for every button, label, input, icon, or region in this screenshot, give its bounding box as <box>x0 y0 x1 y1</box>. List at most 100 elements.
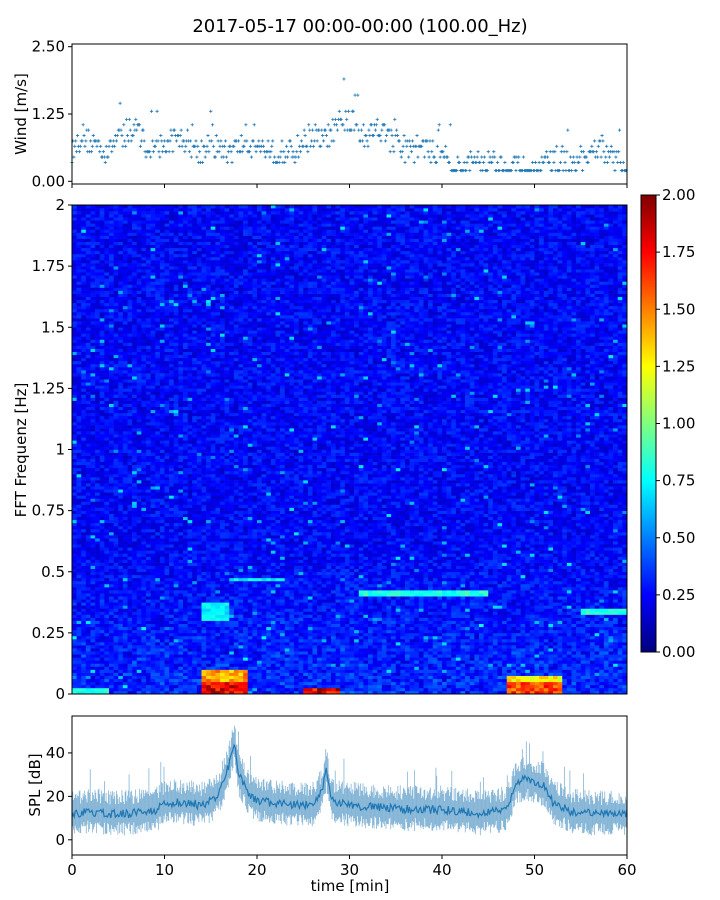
spectrogram-cell <box>136 583 142 588</box>
spectrogram-cell <box>81 516 87 521</box>
spectrogram-cell <box>178 421 184 426</box>
spectrogram-cell <box>81 486 87 490</box>
spectrogram-cell <box>122 232 128 236</box>
spectrogram-cell <box>173 632 179 637</box>
spectrogram-cell <box>95 519 101 524</box>
spectrogram-cell <box>146 318 151 322</box>
spectrogram-cell <box>141 654 147 658</box>
spectrogram-cell <box>109 608 114 612</box>
spectrogram-cell <box>72 642 77 646</box>
spectrogram-cell <box>76 205 82 209</box>
spectrogram-cell <box>90 602 96 606</box>
spectrogram-cell <box>159 495 165 499</box>
spectrogram-cell <box>81 260 87 264</box>
spectrogram-cell <box>72 666 77 670</box>
spectrogram-cell <box>192 648 198 652</box>
spectrogram-cell <box>169 256 175 261</box>
spectrogram-cell <box>118 467 124 472</box>
spectrogram-cell <box>113 532 119 536</box>
spectrogram-cell <box>127 467 133 472</box>
spectrogram-cell <box>136 599 142 603</box>
wind-point <box>370 123 374 127</box>
spectrogram-cell <box>159 247 165 252</box>
spectrogram-cell <box>122 663 128 667</box>
spectrogram-cell <box>164 318 170 322</box>
spectrogram-cell <box>183 208 188 212</box>
spectrogram-cell <box>104 406 110 411</box>
spectrogram-cell <box>169 623 175 628</box>
spectrogram-cell <box>95 333 101 337</box>
spectrogram-cell <box>146 324 151 328</box>
spectrogram-cell <box>146 629 151 634</box>
spectrogram-cell <box>95 241 101 246</box>
spectrogram-cell <box>150 553 156 557</box>
spectrogram-cell <box>81 296 87 301</box>
spectrogram-cell <box>99 339 105 343</box>
spectrogram-cell <box>192 574 198 579</box>
spectrogram-cell <box>81 489 87 493</box>
spectrogram-cell <box>113 587 119 591</box>
spectrogram-cell <box>127 562 133 566</box>
spectrogram-cell <box>183 477 188 481</box>
spectrogram-cell <box>90 421 96 426</box>
spectrogram-cell <box>122 675 128 680</box>
spectrogram-cell <box>132 501 138 505</box>
spectrogram-cell <box>178 315 184 319</box>
spectrogram-cell <box>159 669 165 673</box>
spectrogram-cell <box>104 391 110 395</box>
spectrogram-cell <box>104 532 110 536</box>
spectrogram-cell <box>187 550 193 554</box>
spectrogram-cell <box>146 464 151 469</box>
spectrogram-cell <box>169 446 175 450</box>
spectrogram-cell <box>178 590 184 594</box>
spectrogram-cell <box>104 498 110 502</box>
spectrogram-cell <box>113 642 119 646</box>
spectrogram-cell <box>150 501 156 505</box>
spectrogram-cell <box>132 382 138 386</box>
spectrogram-cell <box>95 253 101 258</box>
spectrogram-cell <box>132 449 138 453</box>
wind-point <box>177 144 181 148</box>
spectrogram-cell <box>104 214 110 218</box>
spectrogram-cell <box>187 394 193 398</box>
spectrogram-cell <box>113 327 119 331</box>
spectrogram-cell <box>183 360 188 365</box>
spectrogram-cell <box>99 681 105 686</box>
spectrogram-cell <box>90 345 96 349</box>
spectrogram-cell <box>159 263 165 267</box>
spectrogram-cell <box>95 651 101 655</box>
spectrogram-cell <box>141 507 147 511</box>
spectrogram-cell <box>81 473 87 478</box>
spectrogram-cell <box>164 550 170 554</box>
spectrogram-cell <box>118 327 124 331</box>
spectrogram-cell <box>187 483 193 487</box>
spectrogram-cell <box>122 577 128 582</box>
spectrogram-cell <box>95 507 101 511</box>
spectrogram-cell <box>90 241 96 246</box>
spectrogram-cell <box>146 510 151 514</box>
spectrogram-cell <box>187 513 193 518</box>
spectrogram-cell <box>81 311 87 316</box>
spectrogram-cell <box>187 437 193 441</box>
spectrogram-cell <box>169 440 175 444</box>
spectrogram-cell <box>173 648 179 652</box>
spectrogram-cell <box>95 571 101 576</box>
spectrogram-cell <box>90 657 96 661</box>
spectrogram-cell <box>183 525 188 530</box>
spectrogram-cell <box>173 434 179 438</box>
spectrogram-cell <box>146 354 151 359</box>
spectrogram-cell <box>81 483 87 487</box>
spectrogram-cell <box>196 602 202 606</box>
spectrogram-cell <box>85 443 91 447</box>
spectrogram-cell <box>76 587 82 591</box>
spectrogram-cell <box>104 504 110 508</box>
spectrogram-cell <box>155 373 161 377</box>
spectrogram-cell <box>192 660 198 664</box>
spectrogram-cell <box>109 486 114 490</box>
spectrogram-cell <box>169 678 175 683</box>
spectrogram-cell <box>76 599 82 603</box>
spectrogram-cell <box>178 394 184 398</box>
spectrogram-cell <box>95 593 101 597</box>
spectrogram-cell <box>183 275 188 279</box>
spectrogram-cell <box>118 483 124 487</box>
